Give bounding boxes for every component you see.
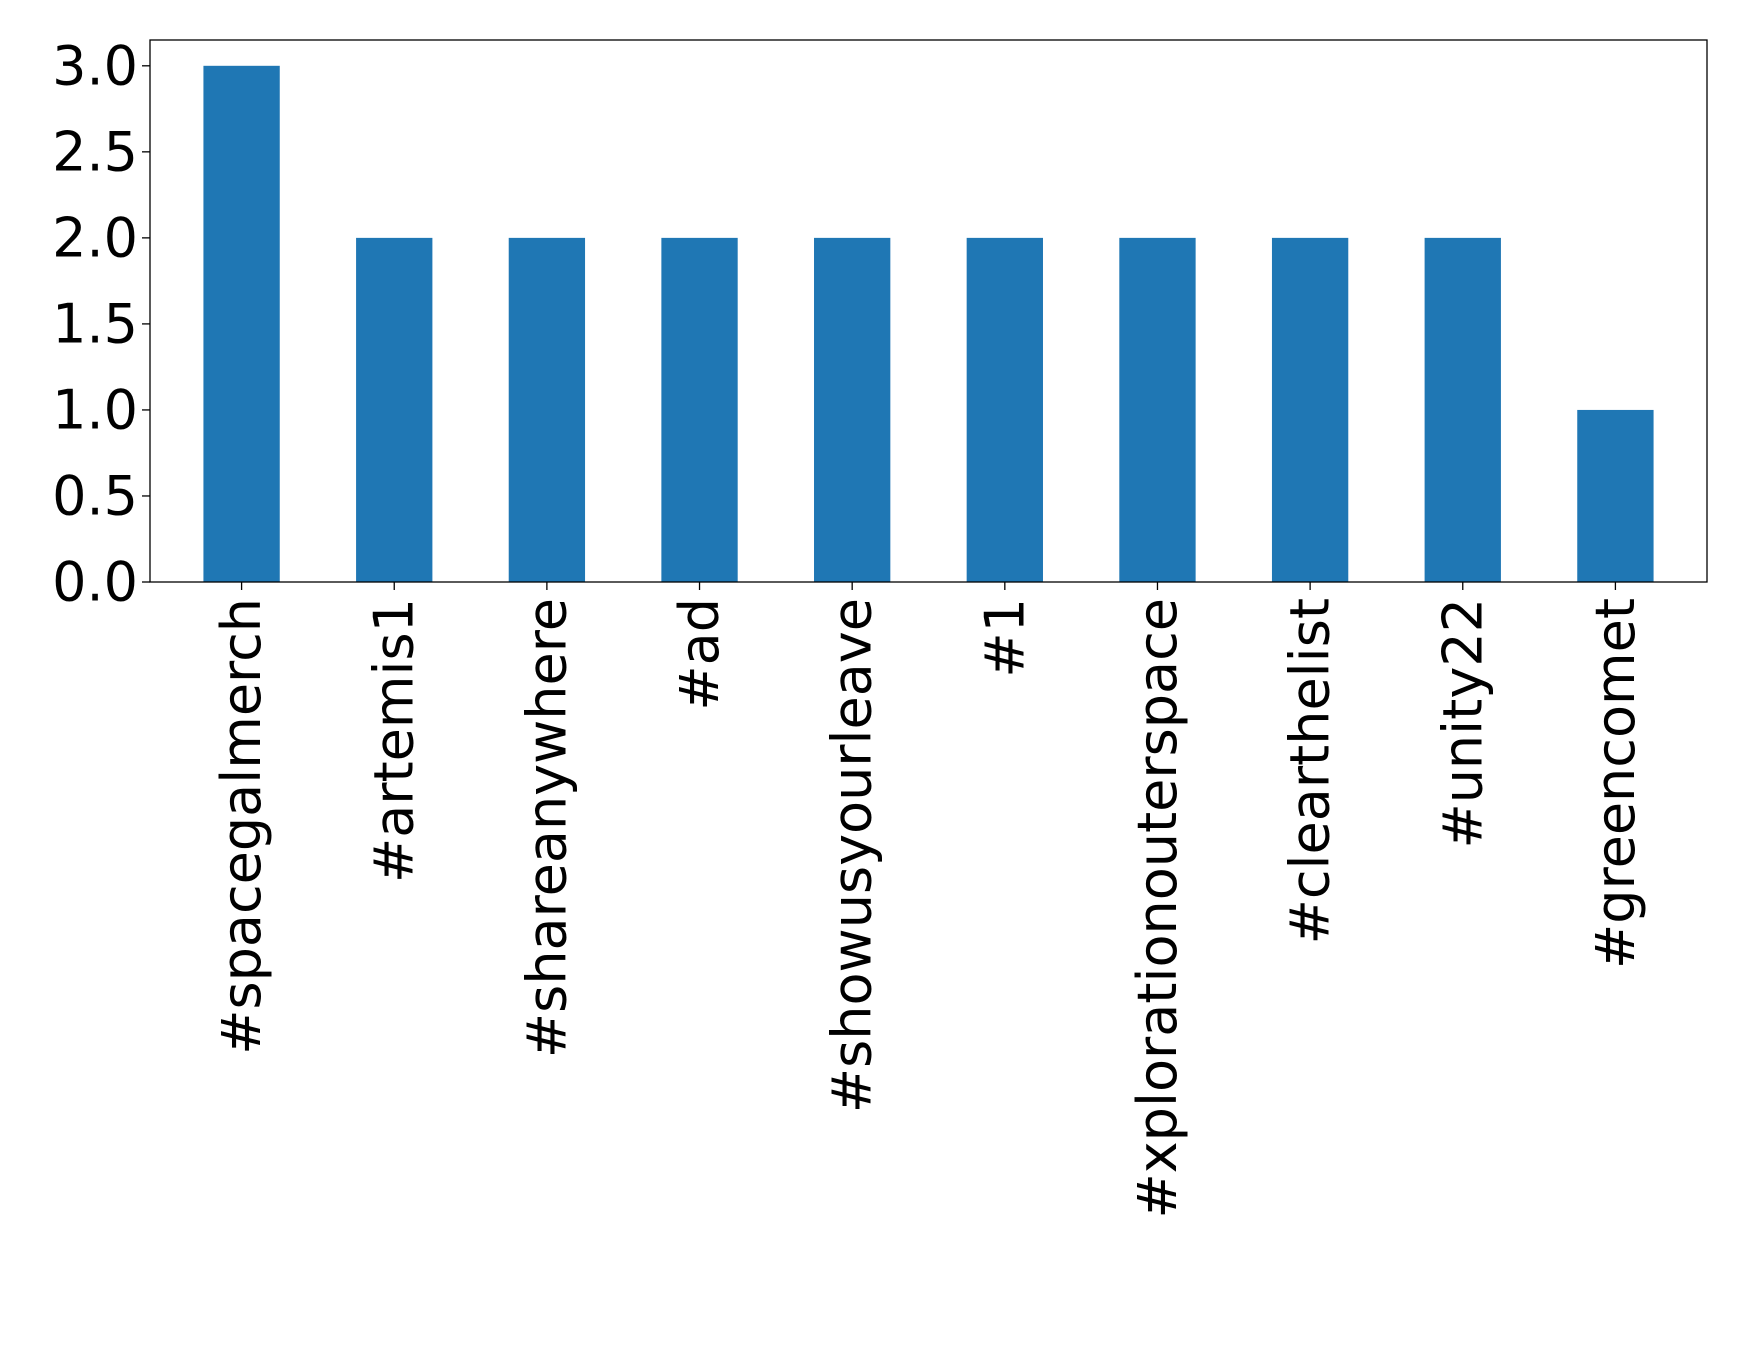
x-tick-label: #xplorationouterspace bbox=[1126, 598, 1189, 1219]
y-tick-label: 0.5 bbox=[52, 464, 138, 527]
bar bbox=[1119, 237, 1196, 582]
y-tick-label: 1.0 bbox=[52, 378, 138, 441]
x-axis-ticks: #spacegalmerch #artemis1 #shareanywhere #ad… bbox=[210, 582, 1647, 1219]
y-axis-ticks: 0.0 0.5 1.0 1.5 2.0 2.5 3.0 bbox=[52, 34, 150, 614]
x-tick-label: #greencomet bbox=[1584, 598, 1647, 969]
x-tick-label: #showusyourleave bbox=[821, 598, 884, 1113]
x-tick-label: #shareanywhere bbox=[515, 598, 578, 1058]
bar bbox=[814, 237, 891, 582]
bar bbox=[203, 65, 280, 583]
bar bbox=[1577, 409, 1654, 582]
bar bbox=[1424, 237, 1501, 582]
bar bbox=[356, 237, 433, 582]
y-tick-label: 1.5 bbox=[52, 292, 138, 355]
x-tick-label: #clearthelist bbox=[1279, 598, 1342, 944]
bar bbox=[508, 237, 586, 582]
plot-frame bbox=[149, 39, 1708, 583]
x-tick-label: #1 bbox=[973, 598, 1036, 678]
x-tick-label: #spacegalmerch bbox=[210, 598, 273, 1055]
y-tick-label: 2.0 bbox=[52, 206, 138, 269]
y-tick-label: 0.0 bbox=[52, 551, 138, 614]
x-tick-label: #artemis1 bbox=[363, 598, 426, 883]
bar bbox=[1271, 237, 1349, 582]
x-tick-label: #unity22 bbox=[1431, 598, 1494, 849]
bar bbox=[966, 237, 1043, 582]
bars-group bbox=[203, 65, 1654, 583]
y-tick-label: 2.5 bbox=[52, 120, 138, 183]
y-tick-label: 3.0 bbox=[52, 34, 138, 97]
bar bbox=[661, 237, 738, 582]
x-tick-label: #ad bbox=[668, 598, 731, 711]
